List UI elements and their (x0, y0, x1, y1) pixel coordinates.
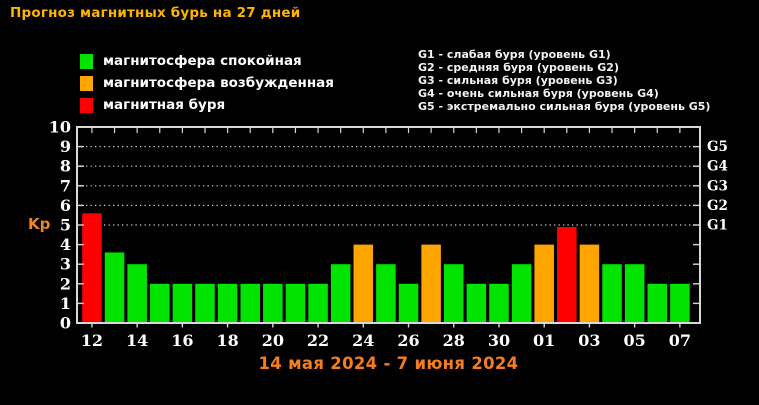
bar-day-18 (217, 283, 238, 322)
y-tick-label: 7 (60, 176, 71, 195)
bar-day-23 (330, 264, 351, 322)
bar-day-03 (579, 244, 600, 322)
bar-day-17 (195, 283, 215, 322)
y-tick-label: 0 (60, 314, 71, 333)
page-title: Прогноз магнитных бурь на 27 дней (10, 5, 301, 21)
legend-item-label: магнитосфера спокойная (103, 53, 302, 69)
bar-day-20 (263, 283, 283, 322)
y-tick-label: 6 (60, 196, 71, 215)
bar-day-19 (240, 283, 260, 322)
legend-item-label: магнитная буря (103, 97, 226, 113)
bar-day-04 (602, 264, 622, 322)
x-tick-label: 14 (126, 331, 148, 350)
right-axis-label-g2: G2 (707, 198, 728, 214)
x-tick-label: 22 (307, 331, 329, 350)
bar-day-21 (285, 283, 306, 322)
bar-day-22 (308, 283, 328, 322)
bar-day-27 (421, 244, 441, 322)
bar-day-14 (127, 264, 147, 322)
bar-day-06 (647, 283, 668, 322)
legend: магнитосфера спокойная магнитосфера возб… (80, 50, 334, 116)
bar-day-15 (150, 283, 170, 322)
y-tick-label: 2 (60, 274, 71, 293)
storm-level-g1: G1 - слабая буря (уровень G1) (418, 48, 611, 61)
y-tick-label: 4 (60, 235, 71, 254)
storm-levels-key: G1 - слабая буря (уровень G1) G2 - средн… (418, 48, 710, 113)
bar-day-28 (443, 264, 464, 322)
y-tick-label: 10 (49, 118, 71, 137)
y-tick-label: 8 (60, 157, 71, 176)
excited-color-swatch-icon (80, 75, 93, 91)
x-tick-label: 24 (352, 331, 374, 350)
legend-item-quiet: магнитосфера спокойная (80, 50, 334, 72)
right-axis-label-g5: G5 (707, 139, 728, 155)
x-tick-label: 01 (533, 331, 555, 350)
quiet-color-swatch-icon (80, 53, 93, 69)
date-range-label: 14 мая 2024 - 7 июня 2024 (258, 354, 519, 373)
x-tick-label: 18 (216, 331, 238, 350)
bar-day-30 (489, 283, 509, 322)
storm-level-g2: G2 - средняя буря (уровень G2) (418, 61, 619, 74)
bar-day-31 (511, 264, 532, 322)
y-tick-label: 1 (60, 294, 71, 313)
bar-day-29 (466, 283, 487, 322)
bar-day-12 (82, 213, 102, 322)
storm-level-g3: G3 - сильная буря (уровень G3) (418, 74, 618, 87)
y-tick-label: 5 (60, 216, 71, 235)
right-axis-label-g4: G4 (707, 159, 728, 175)
bar-day-26 (398, 283, 419, 322)
bar-day-24 (353, 244, 374, 322)
x-tick-label: 03 (578, 331, 600, 350)
bar-day-02 (557, 226, 577, 322)
x-tick-label: 26 (397, 331, 419, 350)
x-tick-label: 05 (624, 331, 646, 350)
x-tick-label: 12 (81, 331, 103, 350)
legend-item-excited: магнитосфера возбужденная (80, 72, 334, 94)
storm-color-swatch-icon (80, 97, 93, 113)
y-tick-label: 3 (60, 255, 71, 274)
x-tick-label: 30 (488, 331, 510, 350)
storm-level-g4: G4 - очень сильная буря (уровень G4) (418, 87, 659, 100)
storm-level-g5: G5 - экстремально сильная буря (уровень … (418, 100, 711, 113)
x-tick-label: 07 (669, 331, 691, 350)
legend-item-label: магнитосфера возбужденная (103, 75, 334, 91)
bar-day-07 (670, 283, 690, 322)
legend-item-storm: магнитная буря (80, 94, 334, 116)
bar-day-05 (624, 264, 645, 322)
bar-day-25 (376, 264, 396, 322)
bar-day-01 (534, 244, 554, 322)
right-axis-label-g1: G1 (707, 218, 728, 234)
x-tick-label: 16 (171, 331, 193, 350)
x-tick-label: 28 (443, 331, 465, 350)
bar-day-16 (172, 283, 193, 322)
x-tick-label: 20 (262, 331, 284, 350)
kp-axis-label: Kp (28, 215, 51, 233)
right-axis-label-g3: G3 (707, 178, 728, 194)
y-tick-label: 9 (60, 137, 71, 156)
bar-day-13 (104, 252, 125, 322)
